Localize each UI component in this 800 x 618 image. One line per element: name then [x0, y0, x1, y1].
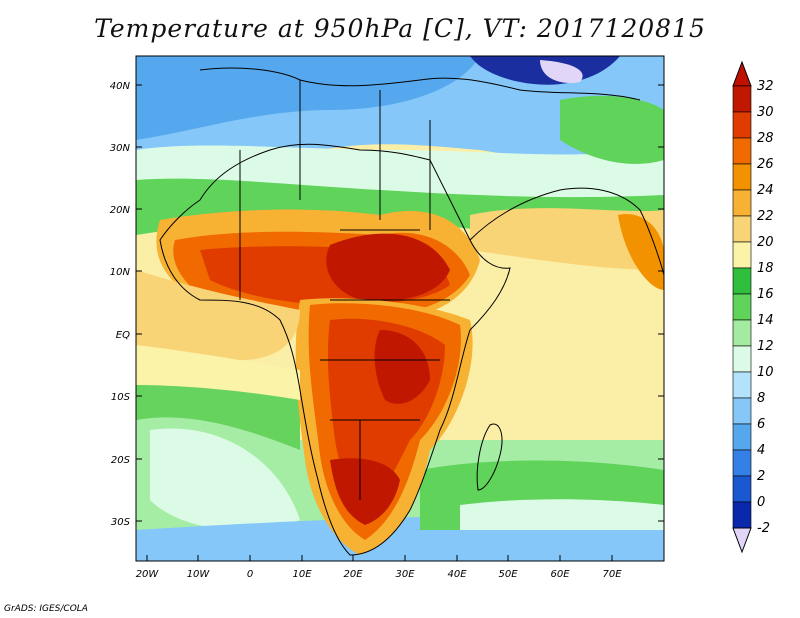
field-sahel-hot — [326, 233, 450, 302]
lon-label: 60E — [550, 569, 570, 580]
coastlines — [159, 67, 664, 556]
lon-label: 70E — [602, 569, 622, 580]
colorbar-box — [732, 475, 752, 503]
field-sw-cyan — [150, 428, 300, 531]
colorbar-label: 18 — [757, 261, 774, 276]
lon-label: 10W — [187, 569, 211, 580]
colorbar-bottom-arrow — [732, 527, 752, 554]
map-frame — [135, 55, 665, 562]
field-india-orange — [618, 214, 664, 290]
colorbar-label: 8 — [757, 391, 765, 406]
colorbar-box — [732, 189, 752, 217]
madagascar-coast — [476, 423, 503, 491]
country-borders — [239, 80, 450, 500]
colorbar-label: -2 — [757, 521, 770, 536]
colorbar-box — [732, 423, 752, 451]
colorbar-label: 10 — [757, 365, 774, 380]
colorbar-box — [732, 163, 752, 191]
colorbar-box — [732, 345, 752, 373]
colorbar-box — [732, 111, 752, 139]
colorbar-box — [732, 501, 752, 529]
colorbar-box — [732, 85, 752, 113]
lat-label: 10N — [110, 267, 131, 278]
field-north-deepblue — [136, 56, 480, 140]
colorbar-box — [732, 397, 752, 425]
colorbar-box — [732, 293, 752, 321]
field-arabia-yellow — [470, 208, 664, 270]
colorbar-label: 12 — [757, 339, 774, 354]
field-lakes-hot — [374, 330, 430, 404]
field-atlantic-yellow — [136, 270, 300, 360]
colorbar-box — [732, 449, 752, 477]
lat-label: EQ — [116, 330, 130, 341]
field-cold-lilac — [540, 60, 583, 84]
lon-label: 30E — [395, 569, 415, 580]
lon-axis: 20W 10W 0 10E 20E 30E 40E 50E 60E 70E — [136, 555, 622, 580]
colorbar-label: 2 — [757, 469, 765, 484]
colorbar-label: 16 — [757, 287, 774, 302]
colorbar-label: 14 — [757, 313, 774, 328]
lat-label: 30S — [111, 517, 131, 528]
colorbar-label: 32 — [757, 79, 774, 94]
lon-label: 20E — [343, 569, 363, 580]
lat-axis: 40N 30N 20N 10N EQ 10S 20S 30S — [110, 81, 664, 528]
colorbar-box — [732, 241, 752, 269]
field-kalahari-hot — [330, 458, 400, 525]
colorbar-box — [732, 137, 752, 165]
field-atlantic-pale — [136, 345, 300, 400]
lon-label: 40E — [447, 569, 467, 580]
colorbar-box — [732, 267, 752, 295]
lon-label: 50E — [498, 569, 518, 580]
lon-label: 0 — [247, 569, 253, 580]
europe-coast — [199, 67, 641, 101]
lon-label: 20W — [136, 569, 160, 580]
lat-label: 20N — [110, 205, 131, 216]
colorbar-label: 6 — [757, 417, 765, 432]
arabia-india-coast — [469, 187, 664, 276]
colorbar-label: 4 — [757, 443, 765, 458]
colorbar-label: 22 — [757, 209, 774, 224]
africa-coast — [159, 143, 511, 556]
colorbar-box — [732, 319, 752, 347]
colorbar-label: 0 — [757, 495, 765, 510]
colorbar-box — [732, 215, 752, 243]
lon-label: 10E — [292, 569, 312, 580]
lat-label: 30N — [110, 143, 131, 154]
temperature-field — [136, 56, 664, 561]
colorbar-label: 26 — [757, 157, 774, 172]
colorbar-box — [732, 371, 752, 399]
lat-label: 40N — [110, 81, 131, 92]
lat-label: 20S — [111, 455, 131, 466]
colorbar-label: 30 — [757, 105, 774, 120]
colorbar-label: 28 — [757, 131, 774, 146]
field-se-cyan — [460, 499, 664, 530]
colorbar-label: 24 — [757, 183, 774, 198]
colorbar-label: 20 — [757, 235, 774, 250]
colorbar-top-arrow — [732, 60, 752, 87]
field-caspian-green — [560, 95, 664, 164]
chart-title: Temperature at 950hPa [C], VT: 201712081… — [94, 14, 706, 43]
lat-label: 10S — [111, 392, 131, 403]
footer-credit: GrADS: IGES/COLA — [4, 604, 88, 614]
